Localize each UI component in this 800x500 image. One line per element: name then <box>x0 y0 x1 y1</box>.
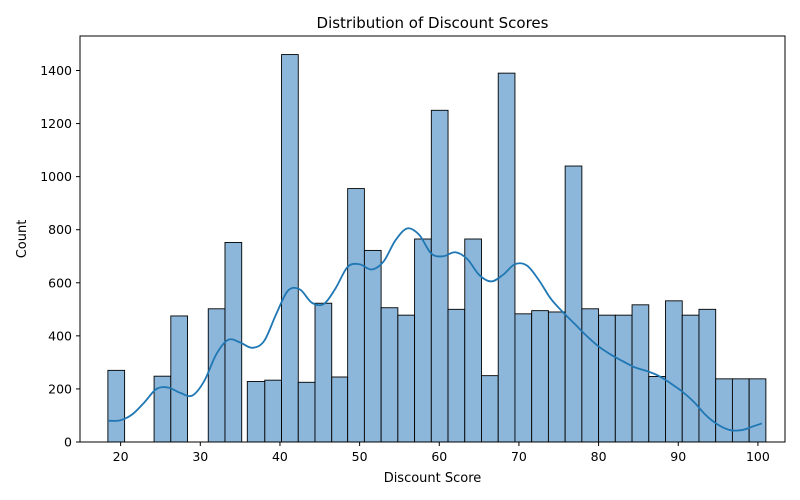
x-tick-label: 90 <box>670 449 686 464</box>
x-tick-label: 60 <box>431 449 447 464</box>
y-axis-ticks: 0 200 400 600 800 1000 1200 1400 <box>40 63 80 450</box>
histogram-bar <box>447 308 466 443</box>
histogram-bar <box>380 307 399 443</box>
y-axis-label: Count <box>15 220 30 259</box>
histogram-bar <box>631 304 650 443</box>
histogram-bar <box>648 376 666 443</box>
histogram-bar <box>314 302 333 443</box>
histogram-bar <box>481 375 499 443</box>
histogram-bar <box>107 369 126 443</box>
histogram-bar <box>347 188 365 443</box>
x-tick-label: 30 <box>192 449 208 464</box>
y-tick-label: 400 <box>48 328 72 343</box>
histogram-bar <box>598 314 616 443</box>
x-tick-label: 70 <box>511 449 527 464</box>
bars-layer <box>107 54 767 443</box>
x-axis-ticks: 20 30 40 50 60 70 80 90 100 <box>113 442 770 464</box>
histogram-bar <box>281 54 299 443</box>
histogram-bar <box>547 311 566 443</box>
histogram-bar <box>497 72 516 443</box>
histogram-bar <box>748 378 767 443</box>
histogram-bar <box>464 238 482 443</box>
histogram-bar <box>331 376 349 443</box>
x-tick-label: 50 <box>352 449 368 464</box>
histogram-bar <box>246 381 266 443</box>
histogram-bar <box>514 313 533 443</box>
y-tick-label: 600 <box>48 275 72 290</box>
histogram-bar <box>531 310 549 443</box>
histogram-bar <box>731 378 750 443</box>
x-tick-label: 80 <box>591 449 607 464</box>
plot-frame <box>79 35 786 443</box>
histogram-bar <box>414 238 432 443</box>
histogram-bar <box>363 249 382 443</box>
histogram-bar <box>397 314 416 443</box>
y-tick-label: 800 <box>48 222 72 237</box>
histogram-bar <box>581 308 600 443</box>
x-axis-label: Discount Score <box>384 471 482 486</box>
histogram-bar <box>665 300 683 443</box>
histogram-bar <box>564 165 583 443</box>
histogram-bar <box>297 381 316 443</box>
histogram-bar <box>681 314 700 443</box>
histogram-bar <box>170 315 188 443</box>
chart-title: Distribution of Discount Scores <box>317 14 549 32</box>
histogram-bar <box>430 109 449 443</box>
y-tick-label: 1200 <box>40 116 72 131</box>
y-tick-label: 200 <box>48 381 72 396</box>
histogram-bar <box>715 378 733 443</box>
histogram-bar <box>153 375 172 443</box>
x-tick-label: 20 <box>113 449 129 464</box>
x-tick-label: 100 <box>746 449 770 464</box>
y-tick-label: 1400 <box>40 63 72 78</box>
histogram-bar <box>207 308 226 443</box>
kde-layer <box>108 227 763 432</box>
y-tick-label: 1000 <box>40 169 72 184</box>
kde-line <box>108 227 763 432</box>
x-tick-label: 40 <box>272 449 288 464</box>
histogram-bar <box>614 314 633 443</box>
y-tick-label: 0 <box>64 435 72 450</box>
histogram-bar <box>264 379 282 443</box>
